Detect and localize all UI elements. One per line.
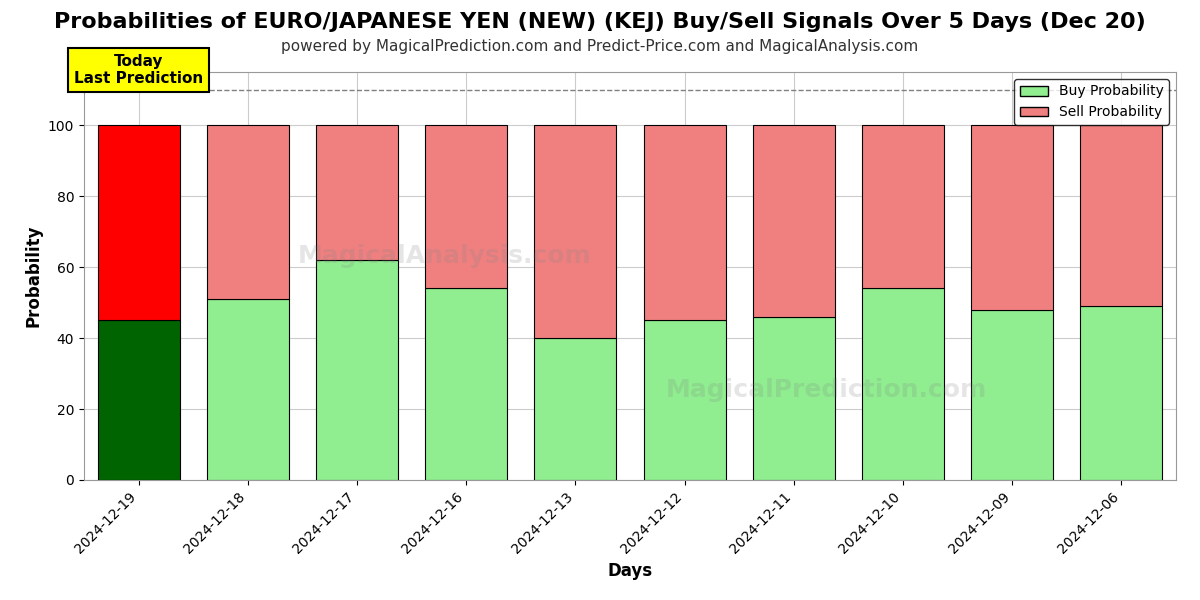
Bar (97, 125, 180, 320)
Bar (206, 125, 289, 299)
Bar (752, 125, 835, 317)
Bar (862, 125, 944, 289)
Bar (534, 125, 617, 338)
Bar (643, 125, 726, 320)
Bar (971, 125, 1054, 310)
Bar (425, 289, 508, 480)
Bar (643, 320, 726, 480)
Text: Probabilities of EURO/JAPANESE YEN (NEW) (KEJ) Buy/Sell Signals Over 5 Days (Dec: Probabilities of EURO/JAPANESE YEN (NEW)… (54, 12, 1146, 32)
Legend: Buy Probability, Sell Probability: Buy Probability, Sell Probability (1014, 79, 1169, 125)
Bar (206, 299, 289, 480)
Y-axis label: Probability: Probability (24, 225, 42, 327)
Bar (425, 125, 508, 289)
Text: MagicalPrediction.com: MagicalPrediction.com (666, 378, 988, 402)
X-axis label: Days: Days (607, 562, 653, 580)
Bar (1080, 125, 1163, 306)
Bar (316, 125, 398, 260)
Bar (862, 289, 944, 480)
Bar (316, 260, 398, 480)
Bar (534, 338, 617, 480)
Bar (97, 320, 180, 480)
Bar (1080, 306, 1163, 480)
Bar (971, 310, 1054, 480)
Bar (752, 317, 835, 480)
Text: powered by MagicalPrediction.com and Predict-Price.com and MagicalAnalysis.com: powered by MagicalPrediction.com and Pre… (281, 39, 919, 54)
Text: MagicalAnalysis.com: MagicalAnalysis.com (298, 244, 592, 268)
Text: Today
Last Prediction: Today Last Prediction (74, 54, 203, 86)
